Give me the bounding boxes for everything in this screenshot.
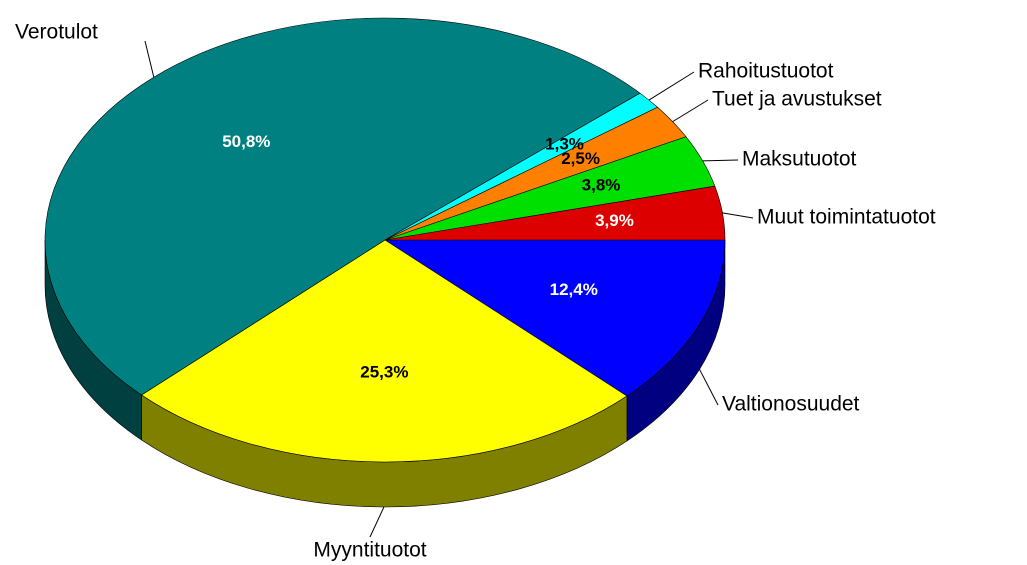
leader-line [648, 71, 695, 101]
category-label: Maksutuotot [742, 148, 857, 171]
slice [44, 17, 641, 396]
data-label: 3,9% [595, 211, 634, 230]
data-label: 3,8% [582, 176, 621, 195]
slice [383, 239, 726, 397]
data-label: 25,3% [360, 363, 408, 382]
category-label: Myyntituotot [313, 539, 426, 562]
leader-line [672, 99, 709, 123]
leader-line [722, 212, 754, 219]
data-label: 12,4% [550, 280, 598, 299]
category-label: Tuet ja avustukset [712, 88, 882, 111]
category-label: Muut toimintatuotot [757, 206, 936, 229]
category-label: Rahoitustuotot [698, 60, 834, 83]
category-label: Verotulot [15, 21, 98, 44]
leader-line [702, 159, 739, 162]
data-label: 2,5% [561, 149, 600, 168]
data-label: 50,8% [222, 132, 270, 151]
slice [141, 239, 628, 463]
leader-line [144, 40, 155, 78]
leader-line [369, 506, 385, 538]
category-label: Valtionosuudet [722, 393, 860, 416]
slice [384, 185, 726, 241]
data-label: 1,3% [545, 134, 584, 153]
leader-line [699, 369, 719, 406]
